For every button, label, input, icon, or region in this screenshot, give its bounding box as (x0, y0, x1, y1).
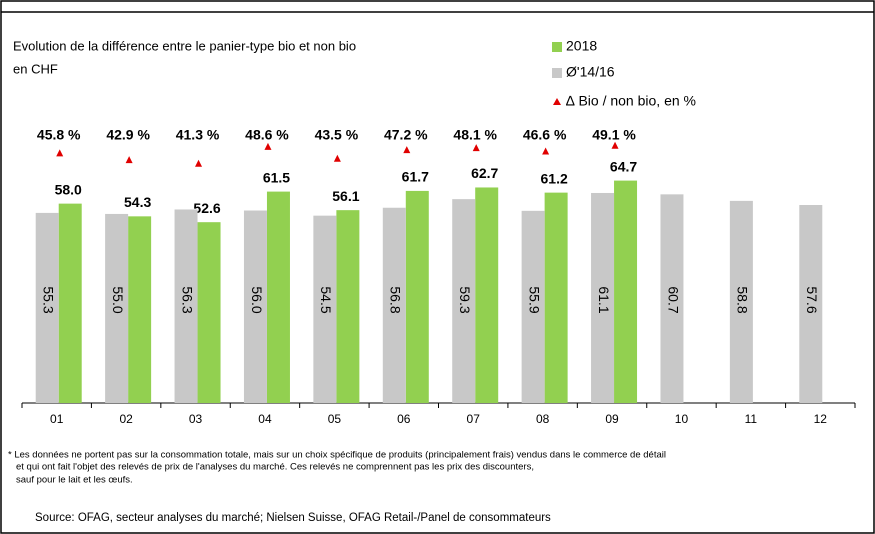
bar (35, 212, 59, 403)
chart-title: en CHF (13, 61, 58, 76)
bar (614, 180, 638, 403)
bar (544, 192, 568, 403)
marker (195, 159, 203, 167)
data-label: 58.0 (55, 181, 82, 197)
data-label: 55.9 (526, 286, 542, 313)
marker (472, 144, 480, 152)
data-label: 58.8 (735, 286, 751, 313)
bar (313, 215, 337, 403)
data-label: 48.1 % (453, 127, 497, 143)
data-label: 46.6 % (523, 127, 567, 143)
x-tick-label: 06 (397, 412, 411, 426)
bar (174, 209, 198, 403)
data-label: 61.5 (263, 169, 290, 185)
bar (243, 210, 267, 403)
x-tick-label: 05 (328, 412, 342, 426)
data-label: 48.6 % (245, 127, 289, 143)
data-label: 62.7 (471, 165, 498, 181)
bar (521, 210, 545, 403)
data-label: 57.6 (804, 286, 820, 313)
data-label: 49.1 % (592, 127, 636, 143)
footnote: sauf pour le lait et les œufs. (16, 475, 133, 486)
x-tick-label: 09 (605, 412, 619, 426)
legend-marker (553, 98, 561, 105)
bar (729, 200, 753, 403)
bar (266, 191, 290, 403)
data-label: 61.1 (596, 286, 612, 313)
bar (58, 203, 82, 403)
data-label: 64.7 (610, 158, 637, 174)
marker (125, 156, 133, 164)
chart-title: Evolution de la différence entre le pani… (13, 38, 356, 53)
data-label: 45.8 % (37, 127, 81, 143)
data-label: 56.8 (388, 286, 404, 313)
x-tick-label: 11 (745, 412, 758, 426)
marker (333, 154, 341, 162)
x-tick-label: 08 (536, 412, 550, 426)
marker (611, 141, 619, 149)
bar (405, 190, 429, 403)
legend-label: ∆ Bio / non bio, en % (566, 93, 696, 109)
x-tick-label: 03 (189, 412, 203, 426)
data-label: 56.3 (179, 286, 195, 313)
x-tick-label: 01 (50, 412, 64, 426)
footnote: * Les données ne portent pas sur la cons… (8, 450, 666, 461)
legend-label: Ø'14/16 (566, 64, 615, 80)
bar (475, 187, 499, 403)
bar (197, 222, 221, 403)
data-label: 54.3 (124, 194, 151, 210)
data-label: 61.7 (402, 169, 429, 185)
data-label: 59.3 (457, 286, 473, 313)
x-tick-label: 12 (814, 412, 828, 426)
marker (403, 146, 411, 154)
footnote: et qui ont fait l'objet des relevés de p… (16, 462, 534, 473)
data-label: 43.5 % (315, 127, 359, 143)
marker (264, 142, 272, 150)
data-label: 41.3 % (176, 127, 220, 143)
bar (452, 199, 476, 403)
source: Source: OFAG, secteur analyses du marché… (35, 512, 551, 524)
x-tick-label: 04 (258, 412, 272, 426)
bar (799, 205, 823, 403)
data-label: 47.2 % (384, 127, 428, 143)
bar (128, 216, 152, 403)
marker (56, 149, 64, 157)
bar (382, 207, 406, 403)
bar (591, 192, 615, 403)
legend-label: 2018 (566, 38, 597, 54)
x-tick-label: 02 (119, 412, 133, 426)
x-tick-label: 07 (467, 412, 481, 426)
data-label: 55.3 (41, 286, 57, 313)
data-label: 52.6 (193, 200, 220, 216)
marker (542, 147, 550, 155)
bar (660, 194, 684, 403)
data-label: 56.1 (332, 188, 359, 204)
legend-marker (552, 42, 562, 52)
data-label: 42.9 % (106, 127, 150, 143)
bar (105, 213, 129, 403)
data-label: 55.0 (110, 286, 126, 313)
bar (336, 210, 360, 403)
data-label: 60.7 (665, 286, 681, 313)
data-label: 54.5 (318, 286, 334, 313)
legend-marker (552, 68, 562, 78)
data-label: 61.2 (541, 170, 568, 186)
data-label: 56.0 (249, 286, 265, 313)
x-tick-label: 10 (675, 412, 689, 426)
